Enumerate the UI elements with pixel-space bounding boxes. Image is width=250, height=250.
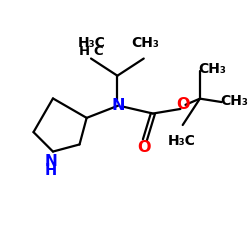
Text: CH₃: CH₃ <box>198 62 226 76</box>
Text: O: O <box>176 97 190 112</box>
Text: H: H <box>79 45 90 58</box>
Text: O: O <box>137 140 150 155</box>
Text: H₃C: H₃C <box>78 36 106 50</box>
Text: CH₃: CH₃ <box>131 36 159 50</box>
Text: H: H <box>45 163 57 178</box>
Text: H₃C: H₃C <box>168 134 196 148</box>
Text: N: N <box>112 98 125 113</box>
Text: C: C <box>93 45 103 58</box>
Text: N: N <box>45 154 58 170</box>
Text: CH₃: CH₃ <box>220 94 248 108</box>
